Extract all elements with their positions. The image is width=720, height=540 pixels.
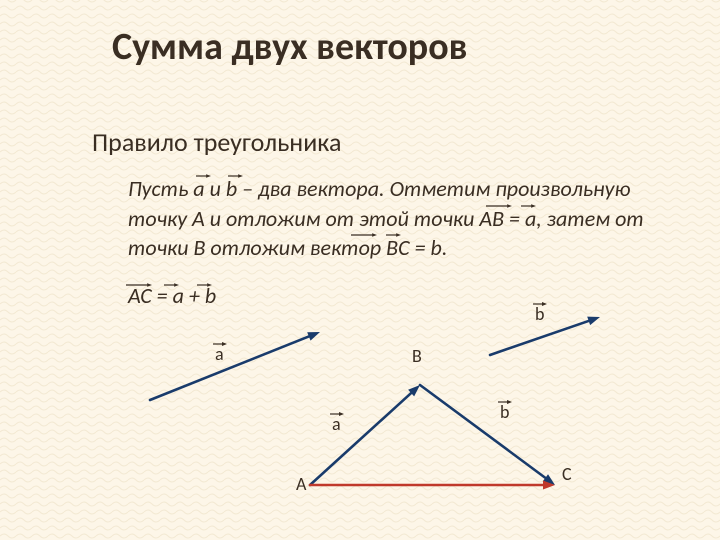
body-line: точки В отложим вектор ВС = b. [128, 233, 644, 263]
label-free-b: b [535, 303, 544, 325]
vector-tri-a [310, 385, 420, 485]
page-title: Сумма двух векторов [112, 24, 467, 70]
vector-tri-ac [310, 481, 555, 490]
body-line: точку А и отложим от этой точки АВ = а, … [128, 204, 644, 234]
label-point-b: В [412, 345, 422, 367]
vector-diagram: a b a b А В С [120, 300, 640, 520]
vector-free-a [150, 332, 320, 400]
section-subtitle: Правило треугольника [92, 126, 341, 158]
body-line: Пусть а и b – два вектора. Отметим произ… [128, 174, 644, 204]
label-tri-a: a [332, 413, 341, 435]
label-point-c: С [562, 463, 572, 485]
label-free-a: a [215, 343, 224, 365]
label-point-a: А [296, 473, 307, 495]
vector-free-b [490, 317, 600, 355]
body-text: Пусть а и b – два вектора. Отметим произ… [128, 174, 644, 263]
label-tri-b: b [500, 401, 509, 423]
vector-tri-b [420, 385, 555, 485]
